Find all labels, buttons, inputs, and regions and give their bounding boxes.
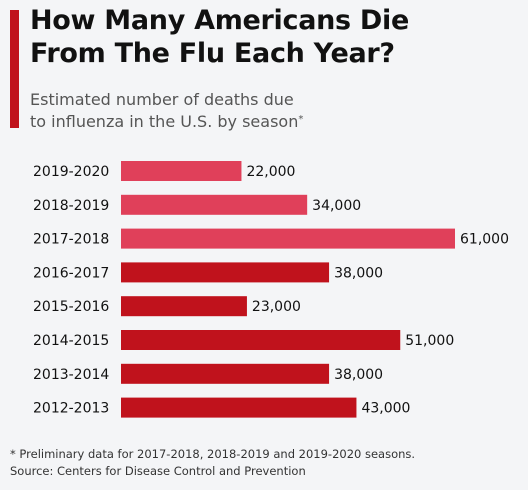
bar: [121, 161, 242, 181]
value-label: 23,000: [252, 299, 301, 315]
value-label: 61,000: [460, 232, 509, 248]
category-label: 2018-2019: [33, 198, 109, 214]
subtitle-footnote-marker: *: [298, 114, 304, 125]
title-line-2: From The Flu Each Year?: [30, 38, 395, 69]
bar: [121, 262, 330, 283]
category-label: 2014-2015: [33, 333, 109, 349]
subtitle-line-2: to influenza in the U.S. by season*: [30, 110, 500, 132]
bar: [121, 330, 401, 350]
value-label: 34,000: [312, 198, 361, 214]
bar: [121, 363, 330, 384]
value-label: 38,000: [334, 265, 383, 281]
chart-footer: * Preliminary data for 2017-2018, 2018-2…: [10, 446, 520, 480]
subtitle-line-2-text: to influenza in the U.S. by season: [30, 112, 299, 131]
title-line-1: How Many Americans Die: [30, 5, 410, 36]
category-label: 2017-2018: [33, 232, 109, 248]
footnote-text: * Preliminary data for 2017-2018, 2018-2…: [10, 447, 416, 461]
bar: [121, 194, 308, 215]
category-label: 2019-2020: [33, 164, 109, 180]
title-accent-bar: [10, 10, 19, 128]
bar-chart: 2019-2020 22,000 2018-2019 34,000 2017-2018 6…: [33, 161, 509, 418]
chart-subtitle: Estimated number of deaths due to influe…: [30, 90, 500, 132]
category-label: 2012-2013: [33, 401, 109, 417]
value-label: 51,000: [405, 333, 454, 349]
value-label: 43,000: [361, 401, 410, 417]
bar: [121, 296, 247, 317]
chart-title: How Many Americans Die From The Flu Each…: [30, 4, 520, 70]
value-label: 38,000: [334, 367, 383, 383]
bar: [121, 397, 357, 418]
category-label: 2016-2017: [33, 265, 109, 281]
source-text: Source: Centers for Disease Control and …: [10, 464, 306, 478]
bar: [121, 228, 455, 249]
subtitle-line-1: Estimated number of deaths due: [30, 90, 294, 109]
category-label: 2013-2014: [33, 367, 109, 383]
category-label: 2015-2016: [33, 299, 109, 315]
value-label: 22,000: [246, 164, 295, 180]
